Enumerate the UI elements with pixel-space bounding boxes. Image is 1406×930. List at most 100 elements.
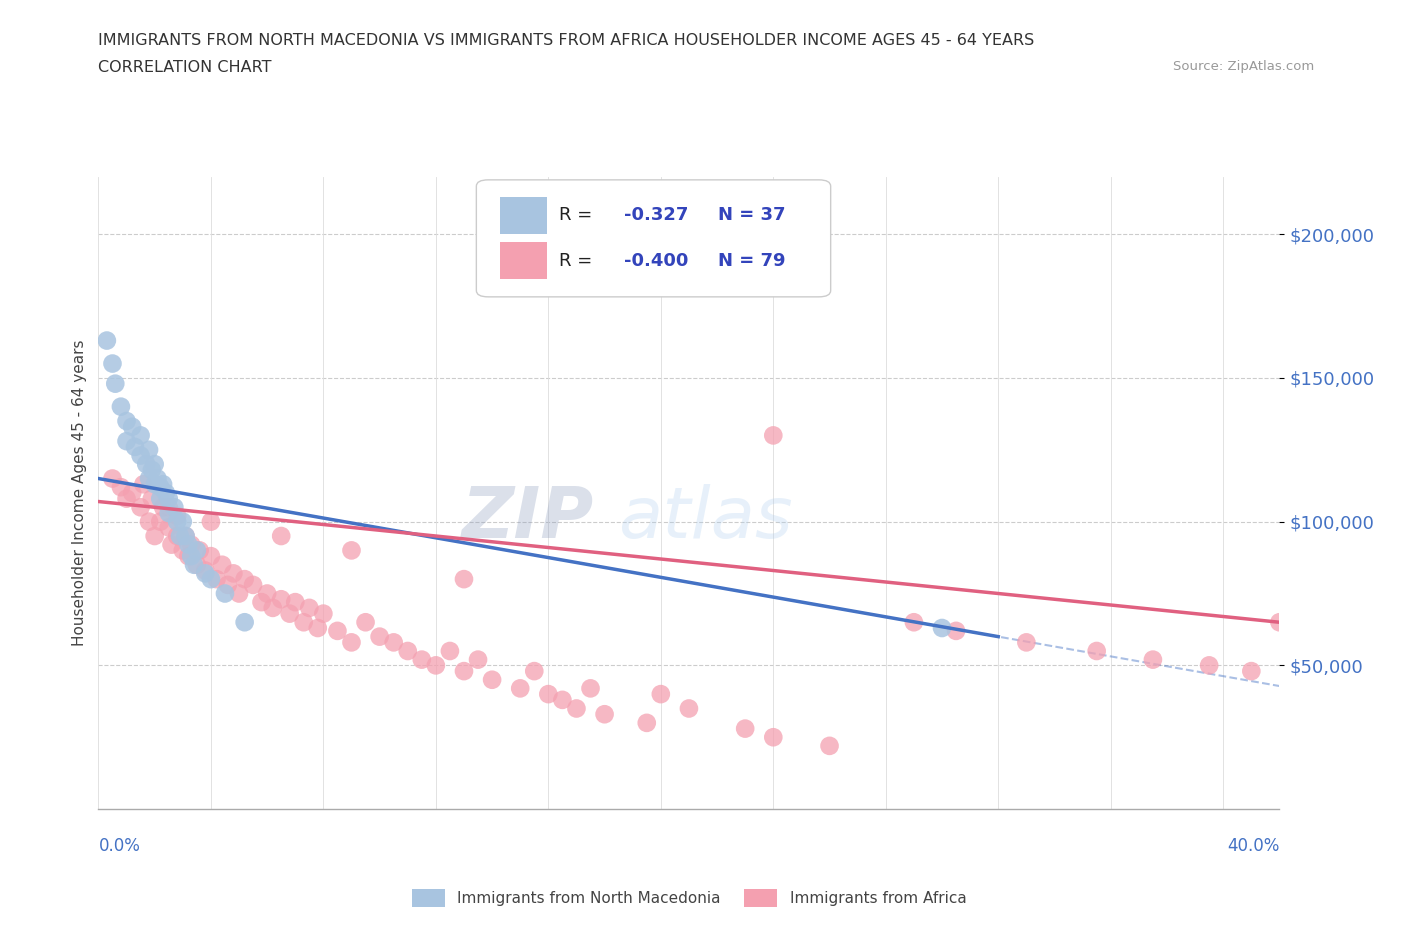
Point: [149, 514, 172, 529]
Point: [411, 652, 433, 667]
Point: [180, 538, 202, 552]
Point: [262, 601, 284, 616]
Point: [636, 715, 658, 730]
Point: [163, 499, 186, 514]
Point: [818, 738, 841, 753]
Point: [174, 528, 197, 543]
Text: 40.0%: 40.0%: [1227, 837, 1279, 855]
Point: [115, 491, 138, 506]
Text: N = 37: N = 37: [718, 206, 786, 224]
Point: [593, 707, 616, 722]
Point: [200, 549, 222, 564]
Text: -0.327: -0.327: [624, 206, 689, 224]
Point: [326, 623, 349, 638]
Point: [307, 620, 329, 635]
Point: [228, 586, 250, 601]
Point: [146, 472, 169, 486]
Point: [439, 644, 461, 658]
Point: [160, 538, 183, 552]
Point: [453, 664, 475, 679]
Point: [110, 399, 132, 414]
Point: [157, 499, 180, 514]
Point: [650, 686, 672, 701]
Point: [149, 491, 172, 506]
Point: [1085, 644, 1108, 658]
Point: [242, 578, 264, 592]
Point: [931, 620, 953, 635]
Point: [166, 528, 188, 543]
Point: [166, 509, 188, 524]
Point: [121, 419, 143, 434]
Point: [169, 528, 191, 543]
Point: [481, 672, 503, 687]
Point: [177, 538, 200, 552]
Point: [143, 528, 166, 543]
Text: R =: R =: [560, 252, 592, 270]
Point: [217, 578, 239, 592]
Point: [152, 499, 174, 514]
Point: [186, 557, 208, 572]
Point: [152, 477, 174, 492]
Point: [200, 514, 222, 529]
Point: [141, 462, 163, 477]
Point: [284, 594, 307, 609]
Point: [183, 557, 205, 572]
Point: [312, 606, 335, 621]
Point: [453, 572, 475, 587]
FancyBboxPatch shape: [477, 179, 831, 297]
Point: [157, 520, 180, 535]
Point: [188, 543, 211, 558]
FancyBboxPatch shape: [501, 243, 547, 279]
Text: ZIP: ZIP: [463, 484, 595, 552]
Point: [129, 428, 152, 443]
Point: [509, 681, 531, 696]
Text: CORRELATION CHART: CORRELATION CHART: [98, 60, 271, 75]
Point: [132, 477, 155, 492]
Point: [166, 514, 188, 529]
Point: [1198, 658, 1220, 672]
Point: [143, 477, 166, 492]
Point: [298, 601, 321, 616]
Point: [124, 440, 146, 455]
Point: [292, 615, 315, 630]
Point: [121, 485, 143, 500]
Point: [101, 472, 124, 486]
FancyBboxPatch shape: [501, 197, 547, 233]
Point: [157, 506, 180, 521]
Point: [174, 528, 197, 543]
Point: [138, 472, 160, 486]
Point: [278, 606, 301, 621]
Point: [138, 443, 160, 458]
Point: [734, 721, 756, 736]
Point: [1142, 652, 1164, 667]
Point: [104, 377, 127, 392]
Point: [256, 586, 278, 601]
Point: [157, 491, 180, 506]
Point: [214, 586, 236, 601]
Point: [115, 414, 138, 429]
Point: [1268, 615, 1291, 630]
Point: [565, 701, 588, 716]
Text: atlas: atlas: [619, 484, 793, 552]
Point: [1240, 664, 1263, 679]
Point: [233, 615, 256, 630]
Point: [537, 686, 560, 701]
Point: [205, 572, 228, 587]
Point: [172, 514, 194, 529]
Point: [129, 499, 152, 514]
Point: [155, 485, 177, 500]
Legend: Immigrants from North Macedonia, Immigrants from Africa: Immigrants from North Macedonia, Immigra…: [405, 884, 973, 913]
Text: R =: R =: [560, 206, 592, 224]
Point: [368, 630, 391, 644]
Point: [115, 433, 138, 448]
Point: [250, 594, 273, 609]
Point: [270, 528, 292, 543]
Point: [396, 644, 419, 658]
Point: [762, 428, 785, 443]
Point: [945, 623, 967, 638]
Point: [340, 543, 363, 558]
Point: [222, 566, 245, 581]
Point: [194, 563, 217, 578]
Point: [233, 572, 256, 587]
Point: [101, 356, 124, 371]
